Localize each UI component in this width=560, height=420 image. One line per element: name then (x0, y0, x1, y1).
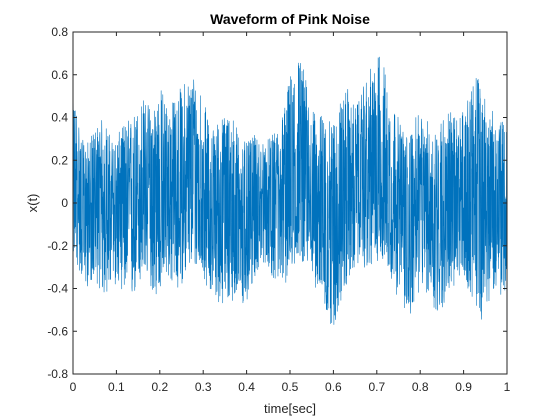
y-tick-label: -0.6 (47, 324, 68, 338)
x-tick-label: 0.5 (282, 380, 299, 394)
x-axis-label: time[sec] (264, 401, 316, 416)
chart-title: Waveform of Pink Noise (210, 11, 370, 27)
y-tick-label: -0.2 (47, 239, 68, 253)
y-tick-label: -0.8 (47, 367, 68, 381)
y-tick-label: 0.4 (51, 111, 68, 125)
x-tick-label: 0.8 (412, 380, 429, 394)
y-tick-label: -0.4 (47, 282, 68, 296)
y-tick-label: 0 (61, 196, 68, 210)
waveform-line (72, 56, 508, 325)
x-tick-label: 0.3 (195, 380, 212, 394)
x-tick-label: 0 (70, 380, 77, 394)
y-tick-label: 0.8 (51, 25, 68, 39)
x-tick-label: 1 (504, 380, 511, 394)
y-tick-label: 0.6 (51, 68, 68, 82)
series-layer (72, 56, 508, 325)
x-tick-label: 0.2 (151, 380, 168, 394)
y-axis-label: x(t) (25, 194, 40, 213)
x-tick-label: 0.4 (238, 380, 255, 394)
x-tick-label: 0.7 (368, 380, 385, 394)
ticks-layer: 0 0.1 0.2 0.3 0.4 0.5 0.6 0.7 0.8 0.9 1 -0.8 -0.6 -0.… (47, 25, 510, 394)
x-tick-label: 0.1 (108, 380, 125, 394)
y-tick-label: 0.2 (51, 153, 68, 167)
x-tick-label: 0.9 (455, 380, 472, 394)
x-tick-label: 0.6 (325, 380, 342, 394)
